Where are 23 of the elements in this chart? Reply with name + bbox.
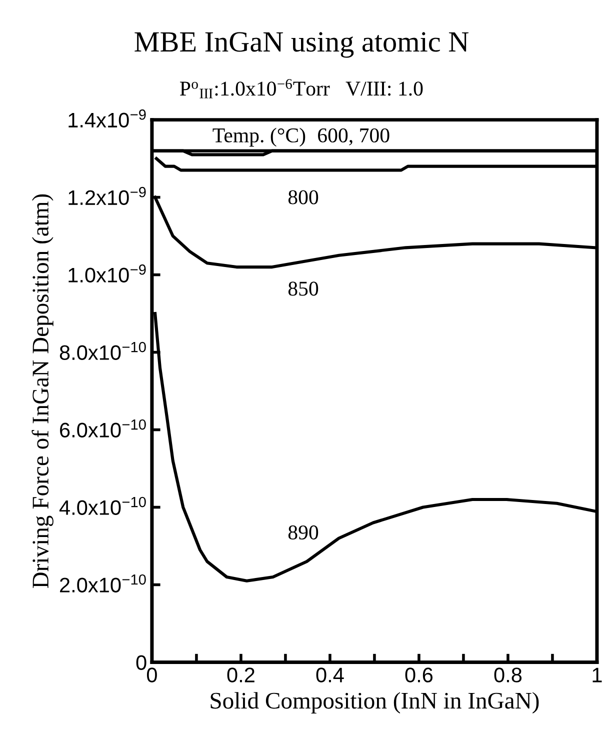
chart-subtitle: P$^{o}$$_{III}$:1.0x10$^{−6}$Torr V/III: 1.0 — [180, 79, 423, 98]
x-tick-label: 0.4 — [316, 668, 344, 682]
x-tick-label: 0.8 — [494, 668, 522, 682]
legend-title: Temp. (°C) — [212, 128, 306, 147]
y-tick-label: 0 — [136, 655, 146, 670]
chart-title: MBE InGaN using atomic N — [134, 32, 469, 58]
series-label: 890 — [288, 525, 318, 540]
x-tick-label: 0 — [146, 668, 157, 682]
y-axis-title: Driving Force of InGaN Deposition (atm) — [32, 194, 54, 588]
y-tick-label: 4.0x10$^{−10}$ — [59, 496, 146, 515]
y-tick-label: 6.0x10$^{−10}$ — [60, 419, 146, 438]
series-label: 600, 700 — [318, 128, 390, 146]
x-axis-title: Solid Composition (InN in InGaN) — [210, 692, 539, 714]
y-tick-label: 2.0x10$^{−10}$ — [60, 574, 146, 592]
x-tick-label: 0.2 — [227, 668, 254, 682]
y-tick-label: 1.0x10$^{−9}$ — [68, 264, 146, 283]
x-tick-label: 0.6 — [405, 668, 433, 682]
y-tick-label: 1.2x10$^{−9}$ — [68, 186, 146, 206]
y-tick-label: 1.4x10$^{−9}$ — [68, 109, 146, 128]
series-label: 850 — [288, 282, 318, 296]
x-tick-label: 1 — [592, 668, 602, 682]
y-tick-label: 8.0x10$^{−10}$ — [60, 342, 146, 360]
series-label: 800 — [288, 190, 318, 204]
